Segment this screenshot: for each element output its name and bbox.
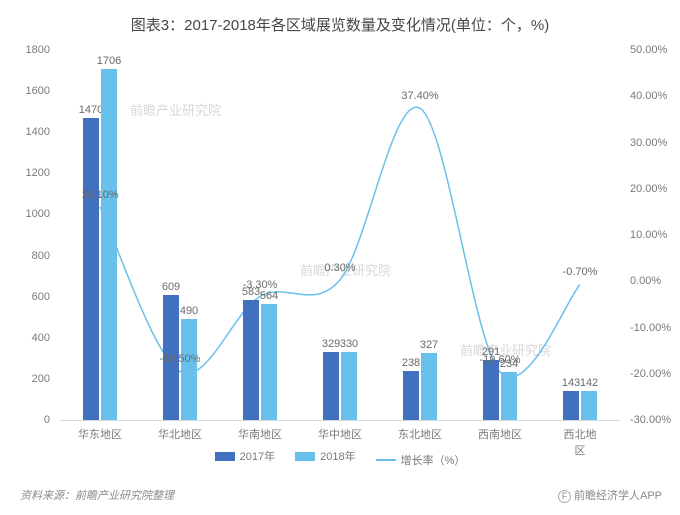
brand-icon: F — [558, 490, 571, 503]
legend-item: 2017年 — [215, 448, 275, 464]
y-left-tick: 0 — [0, 414, 54, 426]
y-left-tick: 1000 — [0, 208, 54, 220]
bar-value-label: 142 — [580, 377, 598, 389]
bar-value-label: 1706 — [97, 55, 121, 67]
bar-value-label: 1470 — [79, 104, 103, 116]
growth-rate-label: -19.60% — [480, 354, 521, 366]
y-left-tick: 1600 — [0, 85, 54, 97]
bar-value-label: 238 — [402, 357, 420, 369]
bar-2018年 — [181, 319, 197, 420]
y-right-tick: -30.00% — [626, 414, 680, 426]
growth-rate-label: 16.10% — [81, 189, 118, 201]
bar-value-label: 490 — [180, 305, 198, 317]
footer-source: 资料来源：前瞻产业研究院整理 — [20, 487, 174, 503]
chart-container: 图表3：2017-2018年各区域展览数量及变化情况(单位：个，%) 前瞻产业研… — [0, 0, 680, 515]
bar-2017年 — [403, 371, 419, 420]
y-right-tick: 10.00% — [626, 229, 680, 241]
growth-rate-label: -3.30% — [243, 279, 278, 291]
y-right-tick: 30.00% — [626, 137, 680, 149]
bar-value-label: 143 — [562, 377, 580, 389]
growth-line — [60, 50, 620, 420]
legend-item: 增长率（%） — [376, 452, 466, 468]
bar-2017年 — [83, 118, 99, 420]
bar-2018年 — [341, 352, 357, 420]
legend: 2017年 2018年 增长率（%） — [0, 448, 680, 468]
bar-2018年 — [581, 391, 597, 420]
x-axis: 华东地区华北地区华南地区华中地区东北地区西南地区西北地区 — [60, 420, 620, 440]
y-right-tick: 40.00% — [626, 90, 680, 102]
x-category-label: 东北地区 — [398, 426, 442, 442]
y-right-tick: -20.00% — [626, 368, 680, 380]
bar-value-label: 330 — [340, 338, 358, 350]
x-category-label: 华南地区 — [238, 426, 282, 442]
legend-item: 2018年 — [295, 448, 355, 464]
y-left-tick: 400 — [0, 332, 54, 344]
growth-rate-label: 0.30% — [324, 262, 355, 274]
y-axis-left: 020040060080010001200140016001800 — [0, 50, 58, 420]
bar-value-label: 609 — [162, 281, 180, 293]
footer-brand-text: 前瞻经济学人APP — [574, 490, 662, 502]
bar-value-label: 327 — [420, 339, 438, 351]
x-category-label: 华中地区 — [318, 426, 362, 442]
bar-value-label: 564 — [260, 290, 278, 302]
chart-title: 图表3：2017-2018年各区域展览数量及变化情况(单位：个，%) — [0, 14, 680, 35]
y-left-tick: 1400 — [0, 126, 54, 138]
legend-label: 增长率（%） — [401, 452, 466, 468]
legend-line-swatch — [376, 459, 396, 461]
y-axis-right: -30.00%-20.00%-10.00%0.00%10.00%20.00%30… — [622, 50, 680, 420]
bar-2017年 — [563, 391, 579, 420]
legend-swatch — [215, 452, 235, 461]
bar-2018年 — [421, 353, 437, 420]
y-right-tick: 20.00% — [626, 183, 680, 195]
bar-2018年 — [501, 372, 517, 420]
y-left-tick: 800 — [0, 250, 54, 262]
legend-label: 2017年 — [240, 448, 275, 464]
growth-rate-label: -0.70% — [563, 266, 598, 278]
y-right-tick: 50.00% — [626, 44, 680, 56]
y-left-tick: 600 — [0, 291, 54, 303]
bar-2018年 — [101, 69, 117, 420]
y-right-tick: -10.00% — [626, 322, 680, 334]
x-category-label: 西南地区 — [478, 426, 522, 442]
y-left-tick: 1800 — [0, 44, 54, 56]
plot-area: 1470170616.10%609490-19.50%583564-3.30%3… — [60, 50, 620, 420]
footer-brand: F前瞻经济学人APP — [558, 487, 662, 503]
x-category-label: 华北地区 — [158, 426, 202, 442]
bar-2017年 — [483, 360, 499, 420]
y-left-tick: 1200 — [0, 167, 54, 179]
y-right-tick: 0.00% — [626, 275, 680, 287]
y-left-tick: 200 — [0, 373, 54, 385]
bar-value-label: 329 — [322, 338, 340, 350]
bar-2017年 — [323, 352, 339, 420]
bar-2017年 — [243, 300, 259, 420]
growth-rate-label: 37.40% — [401, 90, 438, 102]
growth-rate-label: -19.50% — [160, 353, 201, 365]
x-category-label: 华东地区 — [78, 426, 122, 442]
legend-label: 2018年 — [320, 448, 355, 464]
bar-2018年 — [261, 304, 277, 420]
legend-swatch — [295, 452, 315, 461]
